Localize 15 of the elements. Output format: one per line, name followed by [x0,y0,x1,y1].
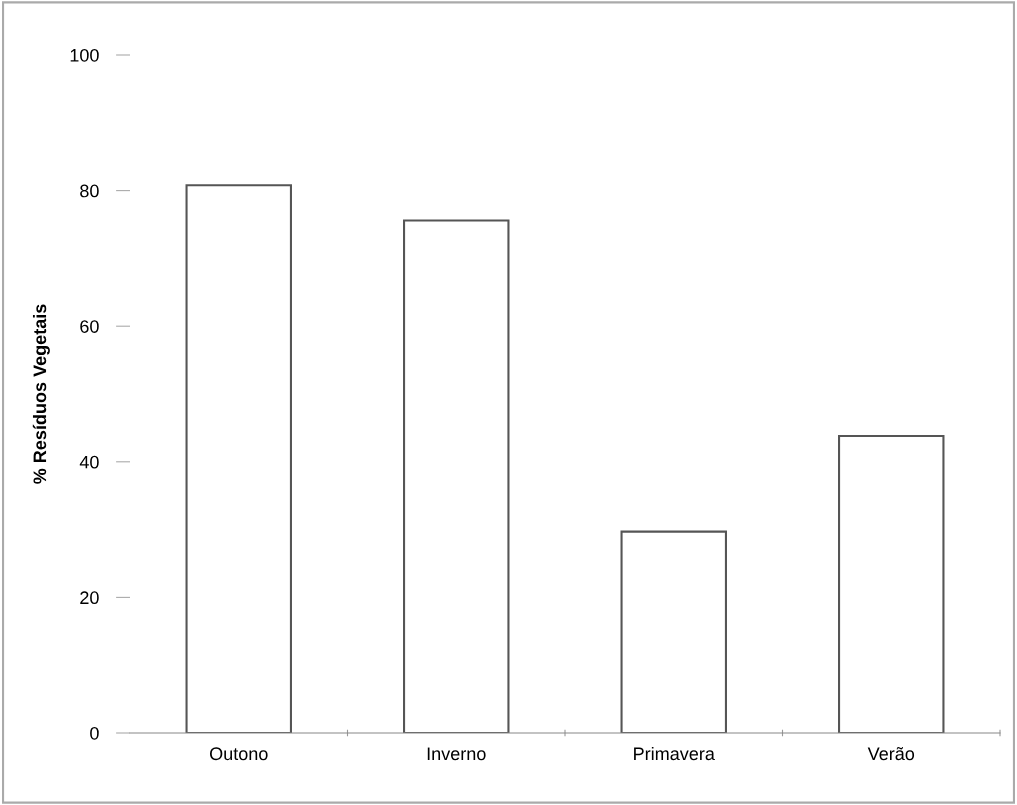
y-tick-label: 60 [80,320,99,333]
y-tick-label: 20 [80,591,99,605]
bar [838,435,945,733]
bar [403,219,510,733]
y-axis-title: % Resíduos Vegetais [32,304,50,484]
y-tick-label: 100 [70,48,99,62]
x-tick-label: Primavera [634,746,715,761]
x-tick-label: Verão [867,747,915,761]
x-tick-label: Outono [209,747,268,761]
x-tick-label: Inverno [427,747,486,761]
y-tick-label: 80 [80,184,99,198]
y-tick-label: 40 [79,455,99,469]
y-tick-label: 0 [90,726,99,740]
bar [185,184,292,733]
bar [620,530,727,733]
